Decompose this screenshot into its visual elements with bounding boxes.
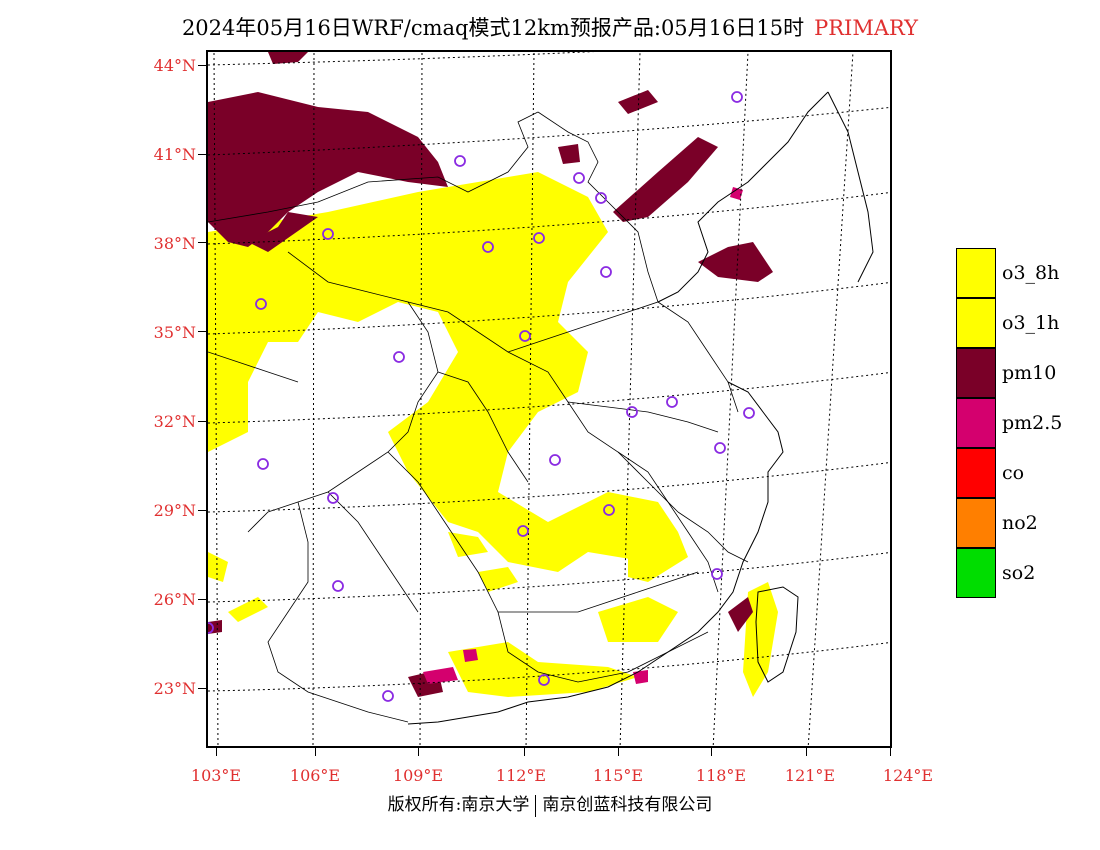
- coastline: [407, 91, 874, 725]
- legend-swatch: [956, 298, 996, 348]
- lon-tick: [315, 748, 316, 756]
- station-markers: [208, 91, 755, 702]
- lon-label-121: 121°E: [784, 766, 836, 785]
- lat-label-23: 23°N: [153, 679, 196, 698]
- lat-tick: [198, 688, 206, 689]
- title-tag: PRIMARY: [814, 16, 919, 40]
- legend-label: pm10: [1002, 362, 1057, 384]
- lon-tick: [890, 748, 891, 756]
- lat-label-35: 35°N: [153, 323, 196, 342]
- map-gridlines: [208, 52, 890, 746]
- legend-swatch: [956, 498, 996, 548]
- lat-tick: [198, 154, 206, 155]
- legend-swatch: [956, 348, 996, 398]
- lon-label-109: 109°E: [392, 766, 444, 785]
- lon-label-124: 124°E: [882, 766, 934, 785]
- lat-tick: [198, 331, 206, 332]
- legend-swatch: [956, 248, 996, 298]
- legend-swatch: [956, 548, 996, 598]
- copyright-left: 版权所有:南京大学: [387, 795, 530, 815]
- lat-label-41: 41°N: [153, 145, 196, 164]
- copyright-right: 南京创蓝科技有限公司: [542, 795, 713, 815]
- lat-label-38: 38°N: [153, 234, 196, 253]
- o3-region: [208, 172, 778, 697]
- legend-label: so2: [1002, 562, 1036, 584]
- pm10-region: [208, 52, 773, 697]
- lat-tick: [198, 421, 206, 422]
- map-panel: [206, 50, 892, 748]
- forecast-map: [208, 52, 890, 746]
- legend-label: o3_8h: [1002, 262, 1060, 284]
- lat-label-32: 32°N: [153, 412, 196, 431]
- lon-label-106: 106°E: [289, 766, 341, 785]
- pm25-region: [423, 187, 743, 684]
- province-borders: [208, 111, 749, 723]
- copyright: 版权所有:南京大学 南京创蓝科技有限公司: [0, 790, 1100, 817]
- lon-tick: [618, 748, 619, 756]
- legend-label: no2: [1002, 512, 1038, 534]
- copyright-divider: [535, 794, 537, 817]
- legend-swatch: [956, 398, 996, 448]
- lon-tick: [418, 748, 419, 756]
- lat-tick: [198, 242, 206, 243]
- chart-title: 2024年05月16日WRF/cmaq模式12km预报产品:05月16日15时 P…: [0, 12, 1100, 42]
- lat-label-44: 44°N: [153, 56, 196, 75]
- lon-tick: [806, 748, 807, 756]
- lon-tick: [711, 748, 712, 756]
- legend-label: pm2.5: [1002, 412, 1063, 434]
- lat-label-29: 29°N: [153, 501, 196, 520]
- legend-label: co: [1002, 462, 1025, 484]
- lat-label-26: 26°N: [153, 590, 196, 609]
- lat-tick: [198, 65, 206, 66]
- lat-tick: [198, 510, 206, 511]
- lon-tick: [524, 748, 525, 756]
- legend-label: o3_1h: [1002, 312, 1060, 334]
- lon-label-118: 118°E: [695, 766, 747, 785]
- lon-label-112: 112°E: [495, 766, 547, 785]
- lon-tick: [216, 748, 217, 756]
- lon-label-103: 103°E: [190, 766, 242, 785]
- title-main: 2024年05月16日WRF/cmaq模式12km预报产品:05月16日15时: [181, 16, 805, 40]
- lon-label-115: 115°E: [592, 766, 644, 785]
- lat-tick: [198, 599, 206, 600]
- legend-swatch: [956, 448, 996, 498]
